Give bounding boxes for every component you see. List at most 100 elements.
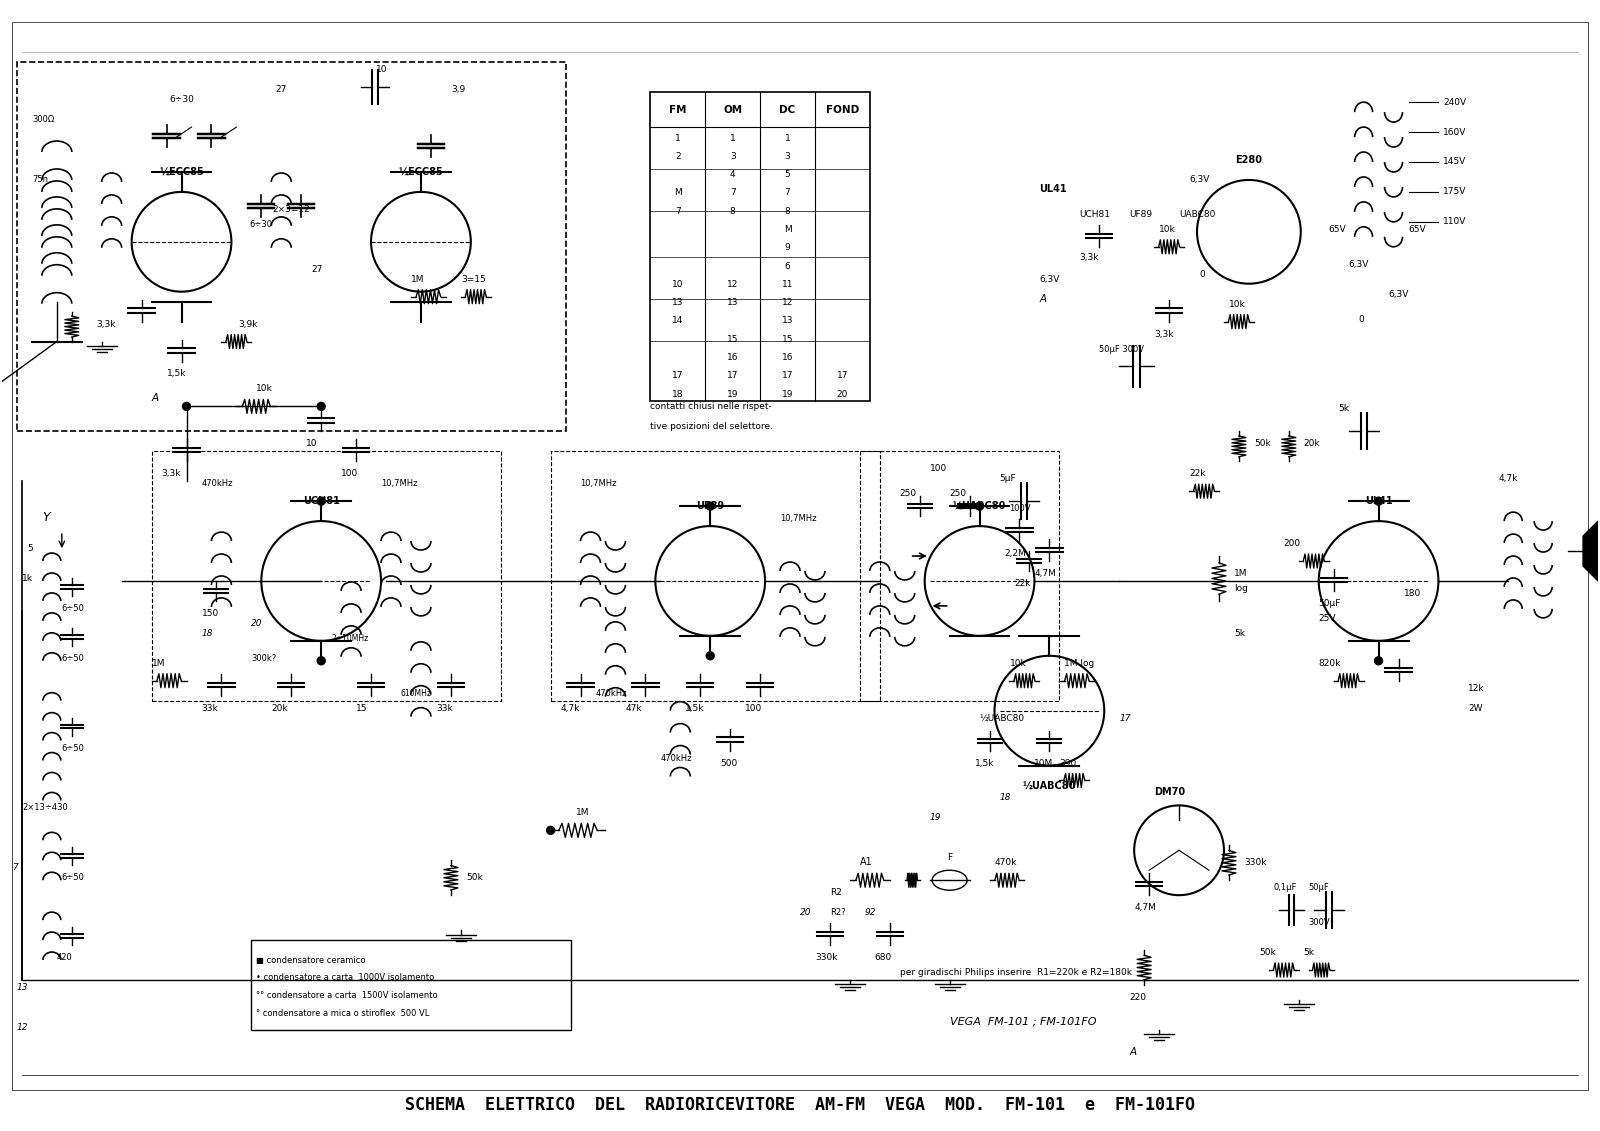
Text: A: A — [1130, 1047, 1136, 1056]
Text: 680: 680 — [875, 953, 893, 962]
Text: 110V: 110V — [1443, 217, 1467, 226]
Text: 1: 1 — [730, 133, 736, 143]
Text: °° condensatore a carta  1500V isolamento: °° condensatore a carta 1500V isolamento — [256, 992, 438, 1001]
Text: 6: 6 — [784, 261, 790, 270]
Text: 10: 10 — [376, 66, 387, 75]
Text: tive posizioni del selettore.: tive posizioni del selettore. — [650, 422, 773, 431]
Text: 500: 500 — [720, 759, 738, 768]
Text: log: log — [1234, 584, 1248, 593]
Text: 8: 8 — [784, 207, 790, 216]
Text: 100V: 100V — [1010, 504, 1030, 513]
Text: 4,7M: 4,7M — [1035, 569, 1056, 578]
Text: 300k?: 300k? — [251, 654, 277, 663]
Text: 1: 1 — [784, 133, 790, 143]
Text: 240V: 240V — [1443, 97, 1467, 106]
Text: 20: 20 — [837, 389, 848, 398]
Text: 4,7k: 4,7k — [560, 703, 579, 713]
Text: 17: 17 — [726, 371, 739, 380]
Text: 470kHz: 470kHz — [202, 480, 234, 489]
Text: 2÷10MHz: 2÷10MHz — [331, 633, 368, 642]
Text: 5: 5 — [27, 544, 32, 553]
Text: 18: 18 — [672, 389, 683, 398]
Text: ½ECC85: ½ECC85 — [398, 167, 443, 176]
Text: 7: 7 — [730, 189, 736, 198]
Text: 25V: 25V — [1318, 614, 1336, 623]
Text: 1M log: 1M log — [1064, 658, 1094, 667]
Circle shape — [706, 651, 714, 659]
Text: UABC80: UABC80 — [1179, 210, 1216, 219]
Text: 10: 10 — [306, 439, 318, 448]
Text: 17: 17 — [672, 371, 683, 380]
Text: 160V: 160V — [1443, 128, 1467, 137]
Text: Y: Y — [42, 511, 50, 524]
Text: 19: 19 — [930, 813, 941, 822]
Text: E280: E280 — [1235, 155, 1262, 165]
Text: 100: 100 — [341, 469, 358, 478]
Text: 3=15: 3=15 — [461, 275, 485, 284]
Text: M: M — [674, 189, 682, 198]
Text: 13: 13 — [672, 299, 683, 308]
Text: 17: 17 — [1120, 714, 1131, 723]
Bar — [550, 451, 880, 701]
Text: 20k: 20k — [272, 703, 288, 713]
Text: DC: DC — [779, 105, 795, 115]
Text: 3,3k: 3,3k — [1080, 252, 1099, 261]
Text: 330k: 330k — [1243, 858, 1267, 867]
Text: 65V: 65V — [1328, 225, 1346, 234]
Text: UCH81: UCH81 — [302, 497, 339, 507]
Text: 3,9: 3,9 — [451, 85, 466, 94]
Text: 610MHz: 610MHz — [402, 689, 432, 698]
Text: 7: 7 — [784, 189, 790, 198]
Text: 10: 10 — [672, 279, 683, 288]
Bar — [859, 451, 1059, 701]
Text: 75n: 75n — [32, 175, 48, 184]
Text: VEGA  FM-101 ; FM-101FO: VEGA FM-101 ; FM-101FO — [950, 1017, 1096, 1027]
Text: 6÷30: 6÷30 — [250, 219, 274, 228]
Text: A1: A1 — [859, 857, 872, 867]
Text: 175V: 175V — [1443, 188, 1467, 197]
Text: 1M: 1M — [576, 809, 589, 818]
Text: 33k: 33k — [435, 703, 453, 713]
Text: 4,7k: 4,7k — [1498, 474, 1518, 483]
Text: 200: 200 — [1283, 539, 1301, 549]
Text: 12: 12 — [782, 299, 794, 308]
Text: 6,3V: 6,3V — [1040, 275, 1059, 284]
Text: 3: 3 — [730, 152, 736, 161]
Text: 13: 13 — [782, 317, 794, 326]
Text: 12k: 12k — [1469, 684, 1485, 692]
Text: FOND: FOND — [826, 105, 859, 115]
Text: 16: 16 — [726, 353, 739, 362]
Text: 18: 18 — [202, 629, 213, 638]
Bar — [18, 62, 565, 431]
Text: 470k: 470k — [995, 858, 1018, 867]
Text: 19: 19 — [726, 389, 739, 398]
Text: M: M — [784, 225, 792, 234]
Text: 20: 20 — [800, 908, 811, 917]
Text: 6÷50: 6÷50 — [62, 604, 85, 613]
Circle shape — [976, 502, 984, 510]
Bar — [251, 940, 571, 1030]
Text: 5k: 5k — [1234, 629, 1245, 638]
Text: 17: 17 — [782, 371, 794, 380]
Circle shape — [706, 502, 714, 510]
Text: 4: 4 — [730, 170, 736, 179]
Text: 390: 390 — [1059, 759, 1077, 768]
Text: 15: 15 — [357, 703, 368, 713]
Text: UF89: UF89 — [696, 501, 725, 511]
Text: 50k: 50k — [1254, 439, 1270, 448]
Text: 0: 0 — [1198, 269, 1205, 278]
Text: ½UABC80: ½UABC80 — [979, 714, 1024, 723]
Circle shape — [317, 403, 325, 411]
Text: 10k: 10k — [256, 385, 274, 394]
Text: 20k: 20k — [1304, 439, 1320, 448]
Text: 50µF 300V: 50µF 300V — [1099, 345, 1144, 354]
Text: 6÷30: 6÷30 — [170, 95, 194, 104]
Text: contatti chiusi nelle rispet-: contatti chiusi nelle rispet- — [650, 403, 773, 412]
Text: 33k: 33k — [202, 703, 218, 713]
Text: 250: 250 — [899, 490, 917, 498]
Text: 470kHz: 470kHz — [661, 753, 691, 762]
Text: ½UABC80: ½UABC80 — [1022, 780, 1077, 791]
Text: 12: 12 — [18, 1022, 29, 1031]
Text: 15: 15 — [782, 335, 794, 344]
Text: 330k: 330k — [814, 953, 837, 962]
